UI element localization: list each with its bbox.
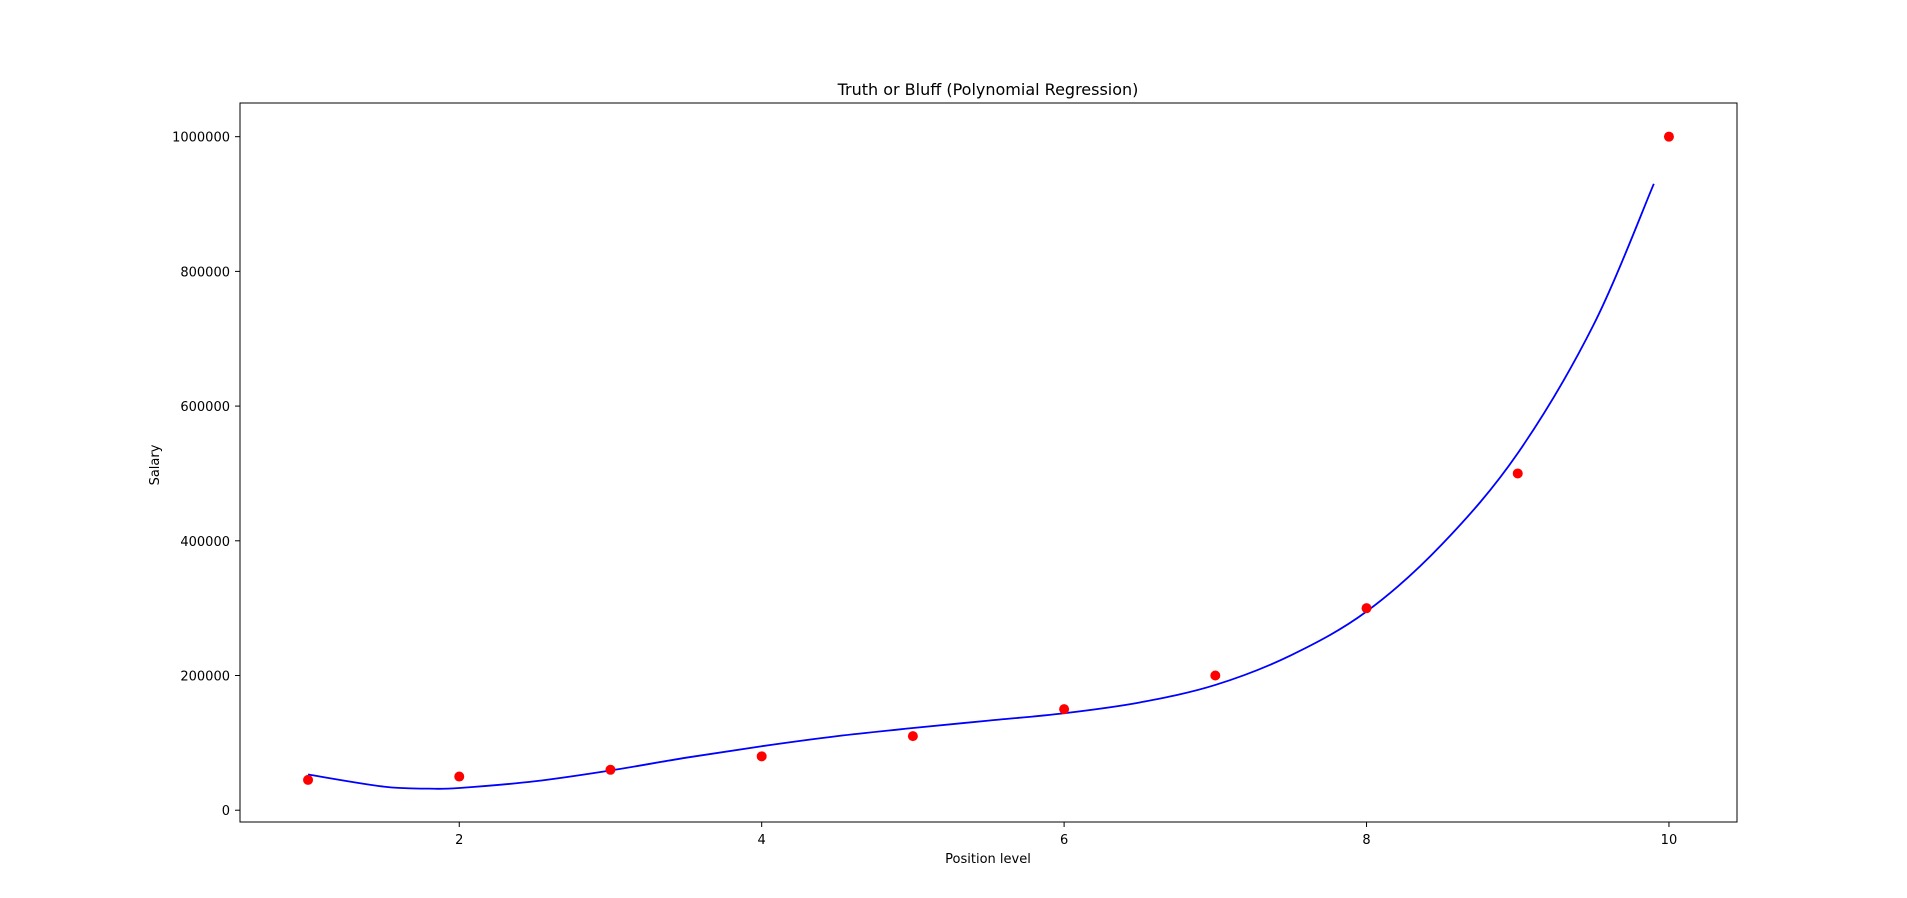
data-point [1210, 670, 1221, 681]
data-point [303, 774, 314, 785]
plot-frame [239, 102, 1738, 823]
data-point [1663, 131, 1674, 142]
x-tick-label: 2 [455, 833, 463, 848]
y-tick-label: 800000 [180, 265, 230, 280]
data-point [907, 731, 918, 742]
regression-line-group [307, 183, 1655, 790]
x-tick-label: 4 [758, 833, 766, 848]
data-point [454, 771, 465, 782]
y-axis-label: Salary [148, 444, 163, 485]
y-axis-ticks: 0 200000 400000 600000 800000 1000000 [172, 131, 240, 819]
y-tick-label: 200000 [180, 670, 230, 685]
data-point [1059, 704, 1070, 715]
x-axis-ticks: 2 4 6 8 10 [455, 822, 1677, 848]
data-point [605, 764, 616, 775]
data-points-group [303, 131, 1674, 785]
x-tick-label: 10 [1661, 833, 1678, 848]
regression-line [307, 183, 1655, 790]
chart-title: Truth or Bluff (Polynomial Regression) [837, 80, 1139, 99]
plot-area [303, 131, 1674, 790]
data-point [1512, 468, 1523, 479]
x-tick-label: 6 [1060, 833, 1068, 848]
data-point [1361, 603, 1372, 614]
y-tick-label: 600000 [180, 400, 230, 415]
y-tick-label: 1000000 [172, 131, 230, 146]
x-tick-label: 8 [1362, 833, 1370, 848]
y-tick-label: 400000 [180, 535, 230, 550]
y-tick-label: 0 [222, 804, 230, 819]
x-axis-label: Position level [945, 852, 1031, 867]
data-point [756, 751, 767, 762]
